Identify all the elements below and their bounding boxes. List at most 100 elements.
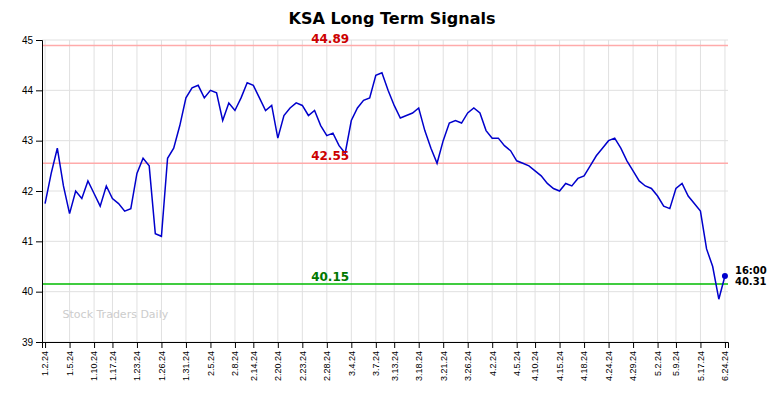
grid-line	[42, 90, 728, 91]
tick-label: 1.2.24	[40, 351, 50, 376]
tick: 3.4.24	[347, 342, 357, 376]
tick-label: 1.31.24	[181, 351, 191, 381]
tick-mark	[235, 342, 236, 348]
tick-label: 2.28.24	[322, 351, 332, 381]
last-point	[722, 273, 728, 279]
tick-mark	[658, 342, 659, 348]
tick-label: 5.2.24	[653, 351, 663, 376]
grid-line	[94, 40, 95, 342]
tick-label: 4.29.24	[628, 351, 638, 381]
annotation: 16:0040.31	[735, 265, 767, 287]
grid-line	[42, 191, 728, 192]
tick: 42	[22, 186, 42, 197]
grid-line	[584, 40, 585, 342]
tick-mark	[137, 342, 138, 348]
tick: 1.2.24	[40, 342, 50, 376]
tick-mark	[700, 342, 701, 348]
tick-mark	[36, 292, 42, 293]
tick: 6.24.24	[720, 342, 730, 381]
tick-mark	[112, 342, 113, 348]
grid-line	[42, 241, 728, 242]
tick-mark	[676, 342, 677, 348]
tick-label: 1.17.24	[108, 351, 118, 381]
tick-label: 4.10.24	[530, 351, 540, 381]
grid-line	[516, 40, 517, 342]
grid-line	[418, 40, 419, 342]
tick-label: 43	[22, 135, 34, 146]
tick-label: 3.26.24	[463, 351, 473, 381]
grid-line	[467, 40, 468, 342]
tick-label: 42	[22, 186, 34, 197]
reference-label: 44.89	[311, 32, 349, 46]
tick-mark	[633, 342, 634, 348]
tick: 5.9.24	[671, 342, 681, 376]
tick-mark	[394, 342, 395, 348]
grid-line	[535, 40, 536, 342]
tick-mark	[36, 90, 42, 91]
tick-mark	[376, 342, 377, 348]
tick-mark	[535, 342, 536, 348]
tick-mark	[517, 342, 518, 348]
tick-mark	[419, 342, 420, 348]
grid-line	[45, 40, 46, 342]
reference-line	[42, 45, 728, 47]
grid-line	[42, 40, 728, 41]
tick-mark	[609, 342, 610, 348]
tick: 2.28.24	[322, 342, 332, 381]
grid-line	[210, 40, 211, 342]
tick-mark	[36, 342, 42, 343]
tick: 41	[22, 236, 42, 247]
tick-label: 1.26.24	[157, 351, 167, 381]
tick-label: 5.17.24	[696, 351, 706, 381]
tick-mark	[584, 342, 585, 348]
tick-mark	[253, 342, 254, 348]
title: KSA Long Term Signals	[289, 9, 496, 28]
tick-mark	[94, 342, 95, 348]
tick-mark	[468, 342, 469, 348]
tick-label: 1.23.24	[132, 351, 142, 381]
tick-mark	[186, 342, 187, 348]
tick-mark	[36, 191, 42, 192]
grid-line	[443, 40, 444, 342]
tick: 2.14.24	[249, 342, 259, 381]
grid-line	[234, 40, 235, 342]
tick: 3.7.24	[371, 342, 381, 376]
grid	[42, 40, 728, 342]
grid-line	[351, 40, 352, 342]
tick-mark	[278, 342, 279, 348]
annotation-line: 16:00	[735, 265, 767, 276]
line	[45, 73, 725, 300]
reference-label: 40.15	[311, 270, 349, 284]
grid-line	[326, 40, 327, 342]
tick: 2.23.24	[298, 342, 308, 381]
grid-line	[185, 40, 186, 342]
tick-mark	[725, 342, 726, 348]
tick-label: 1.10.24	[89, 351, 99, 381]
tick-mark	[327, 342, 328, 348]
tick-label: 2.8.24	[230, 351, 240, 376]
tick-label: 3.18.24	[414, 351, 424, 381]
tick-mark	[443, 342, 444, 348]
grid-line	[302, 40, 303, 342]
tick-label: 39	[22, 337, 34, 348]
tick-label: 5.9.24	[671, 351, 681, 376]
tick-label: 3.7.24	[371, 351, 381, 376]
tick: 43	[22, 135, 42, 146]
tick: 3.18.24	[414, 342, 424, 381]
tick: 2.20.24	[273, 342, 283, 381]
tick-label: 4.15.24	[555, 351, 565, 381]
tick: 3.13.24	[390, 342, 400, 381]
reference-line	[42, 163, 728, 165]
tick-mark	[492, 342, 493, 348]
tick: 5.17.24	[696, 342, 706, 381]
tick-label: 45	[22, 35, 34, 46]
tick-mark	[302, 342, 303, 348]
grid-line	[492, 40, 493, 342]
tick: 1.5.24	[65, 342, 75, 376]
tick-label: 2.20.24	[273, 351, 283, 381]
tick-label: 2.5.24	[206, 351, 216, 376]
tick-label: 6.24.24	[720, 351, 730, 381]
grid-line	[700, 40, 701, 342]
tick-label: 4.24.24	[604, 351, 614, 381]
tick: 4.5.24	[512, 342, 522, 376]
